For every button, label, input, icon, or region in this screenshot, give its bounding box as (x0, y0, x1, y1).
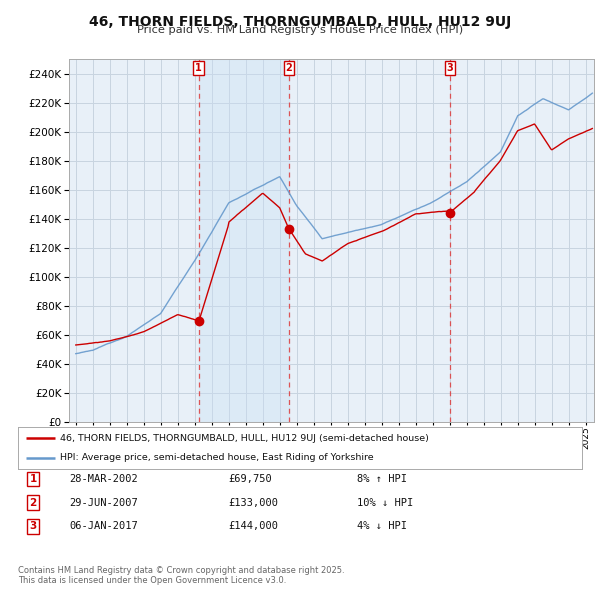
Text: 46, THORN FIELDS, THORNGUMBALD, HULL, HU12 9UJ: 46, THORN FIELDS, THORNGUMBALD, HULL, HU… (89, 15, 511, 29)
Bar (199, 59, 289, 422)
Text: 3: 3 (446, 63, 453, 73)
Text: Contains HM Land Registry data © Crown copyright and database right 2025.
This d: Contains HM Land Registry data © Crown c… (18, 566, 344, 585)
Text: £133,000: £133,000 (228, 498, 278, 507)
Text: 2: 2 (29, 498, 37, 507)
Text: £144,000: £144,000 (228, 522, 278, 531)
Text: 28-MAR-2002: 28-MAR-2002 (69, 474, 138, 484)
Text: £69,750: £69,750 (228, 474, 272, 484)
Text: 1: 1 (196, 63, 202, 73)
Text: HPI: Average price, semi-detached house, East Riding of Yorkshire: HPI: Average price, semi-detached house,… (60, 453, 374, 462)
Text: 46, THORN FIELDS, THORNGUMBALD, HULL, HU12 9UJ (semi-detached house): 46, THORN FIELDS, THORNGUMBALD, HULL, HU… (60, 434, 429, 442)
Text: 06-JAN-2017: 06-JAN-2017 (69, 522, 138, 531)
Text: 4% ↓ HPI: 4% ↓ HPI (357, 522, 407, 531)
Text: 3: 3 (29, 522, 37, 531)
Text: 1: 1 (29, 474, 37, 484)
Text: 29-JUN-2007: 29-JUN-2007 (69, 498, 138, 507)
Text: Price paid vs. HM Land Registry's House Price Index (HPI): Price paid vs. HM Land Registry's House … (137, 25, 463, 35)
Text: 2: 2 (286, 63, 292, 73)
Text: 10% ↓ HPI: 10% ↓ HPI (357, 498, 413, 507)
Text: 8% ↑ HPI: 8% ↑ HPI (357, 474, 407, 484)
